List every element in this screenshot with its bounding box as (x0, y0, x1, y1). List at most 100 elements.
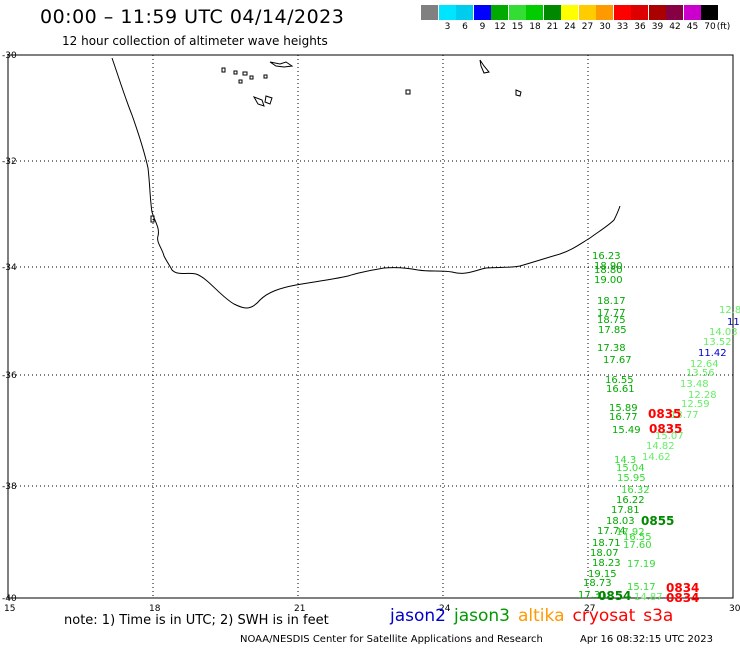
pass-time-label: 0835 (649, 422, 682, 436)
wave-height-reading: 13.77 (670, 410, 699, 421)
wave-height-reading: 13.52 (703, 337, 732, 348)
latitude-label: -38 (2, 482, 17, 492)
wave-height-reading: 17.81 (611, 505, 640, 516)
wave-height-reading: 15.89 (609, 403, 638, 414)
wave-height-reading: 12.59 (681, 399, 710, 410)
wave-height-reading: 13.48 (680, 379, 709, 390)
color-swatch (578, 5, 596, 20)
wave-height-reading: 17.74 (597, 526, 626, 537)
wave-height-reading: 18.80 (594, 265, 623, 276)
wave-height-reading: 14.82 (646, 441, 675, 452)
wave-height-reading: 17.19 (627, 559, 656, 570)
latitude-label: -34 (2, 263, 17, 273)
longitude-label: 27 (584, 604, 595, 614)
wave-height-reading: 17.85 (598, 325, 627, 336)
latitude-label: -40 (2, 594, 17, 604)
color-scale-label: 18 (529, 22, 541, 32)
wave-height-reading: 18.73 (583, 578, 612, 589)
coastline (111, 57, 621, 309)
color-scale-label: 9 (479, 22, 486, 32)
color-scale-unit: (ft) (716, 22, 731, 32)
color-scale-label: 21 (546, 22, 559, 32)
wave-height-reading: 13.56 (686, 368, 715, 379)
longitude-label: 18 (149, 604, 161, 614)
color-scale-label: 39 (651, 22, 664, 32)
wave-height-reading: 17.77 (597, 308, 626, 319)
satellite-legend-item: altika (518, 606, 565, 626)
wave-height-reading: 12.28 (688, 390, 717, 401)
color-swatch (683, 5, 701, 20)
wave-height-reading: 16.23 (592, 251, 621, 262)
color-swatch (438, 5, 456, 20)
credit-line: NOAA/NESDIS Center for Satellite Applica… (240, 634, 543, 645)
longitude-label: 24 (439, 604, 451, 614)
color-scale-label: 36 (634, 22, 646, 32)
units-note: note: 1) Time is in UTC; 2) SWH is in fe… (64, 613, 329, 628)
page-subtitle: 12 hour collection of altimeter wave hei… (62, 34, 328, 48)
color-swatch (648, 5, 666, 20)
wave-height-reading: 14.03 (709, 327, 738, 338)
wave-height-reading: 15.17 (627, 582, 656, 593)
wave-height-reading: 14.62 (642, 452, 671, 463)
color-swatch (666, 5, 683, 20)
satellite-legend-item: jason2 (390, 606, 446, 626)
wave-height-reading: 16.55 (623, 532, 652, 543)
latitude-label: -32 (2, 157, 17, 167)
map-frame (7, 54, 734, 599)
wave-height-reading: 18.90 (594, 261, 623, 272)
wave-height-reading: 18.71 (592, 538, 621, 549)
wave-height-reading: 17.92 (616, 527, 645, 538)
wave-height-reading: 18.17 (597, 296, 626, 307)
color-swatch (508, 5, 526, 20)
color-scale-label: 15 (511, 22, 524, 32)
wave-height-reading: 17.31 (578, 590, 607, 601)
wave-height-reading: 12.64 (690, 359, 719, 370)
color-scale-label: 33 (616, 22, 629, 32)
color-swatch (631, 5, 648, 20)
islands (150, 59, 522, 223)
color-swatch (421, 5, 438, 20)
color-swatch (543, 5, 561, 20)
wave-height-reading: 15.04 (616, 463, 645, 474)
satellite-legend-item: cryosat (572, 606, 636, 626)
latitude-label: -30 (2, 51, 17, 61)
color-scale-label: 70 (704, 22, 716, 32)
wave-height-reading: 18.03 (606, 516, 635, 527)
pass-time-label: 0854 (598, 589, 631, 603)
longitude-labels: 15 18 21 24 27 30 (4, 604, 740, 614)
satellite-legend-item: s3a (643, 606, 674, 626)
color-scale-label: 12 (494, 22, 506, 32)
wave-height-reading: 11.42 (698, 348, 727, 359)
color-scale-label: 27 (581, 22, 594, 32)
color-scale-label: 45 (686, 22, 699, 32)
pass-time-label: 0835 (648, 407, 681, 421)
wave-height-reading: 19.15 (588, 569, 617, 580)
wave-height-reading: 18.23 (592, 558, 621, 569)
color-swatch (701, 5, 718, 20)
generated-timestamp: Apr 16 08:32:15 UTC 2023 (580, 634, 713, 645)
color-scale-label: 30 (599, 22, 611, 32)
latitude-label: -36 (2, 371, 17, 381)
wave-height-reading: 15.95 (617, 473, 646, 484)
pass-time-label: 0855 (641, 514, 674, 528)
wave-height-reading: 17.67 (603, 355, 632, 366)
color-swatch (561, 5, 578, 20)
longitude-label: 30 (729, 604, 740, 614)
color-swatch (491, 5, 508, 20)
wave-height-reading: 18.07 (590, 548, 619, 559)
longitude-label: 15 (4, 604, 15, 614)
color-scale-label: 6 (462, 22, 468, 32)
wave-height-reading: 19.00 (594, 275, 623, 286)
satellite-legend: jason2 jason3 altika cryosat s3a (390, 606, 681, 626)
wave-height-reading: 16.55 (605, 375, 634, 386)
color-scale-label: 42 (669, 22, 681, 32)
wave-height-reading: 12.8 (719, 305, 740, 316)
color-swatch (473, 5, 491, 20)
wave-height-reading: 15.49 (612, 425, 641, 436)
color-swatch (526, 5, 543, 20)
pass-time-label: 0834 (666, 591, 699, 605)
color-swatch (613, 5, 631, 20)
wave-height-reading: 16.77 (609, 412, 638, 423)
wave-height-reading: 15.07 (655, 431, 684, 442)
